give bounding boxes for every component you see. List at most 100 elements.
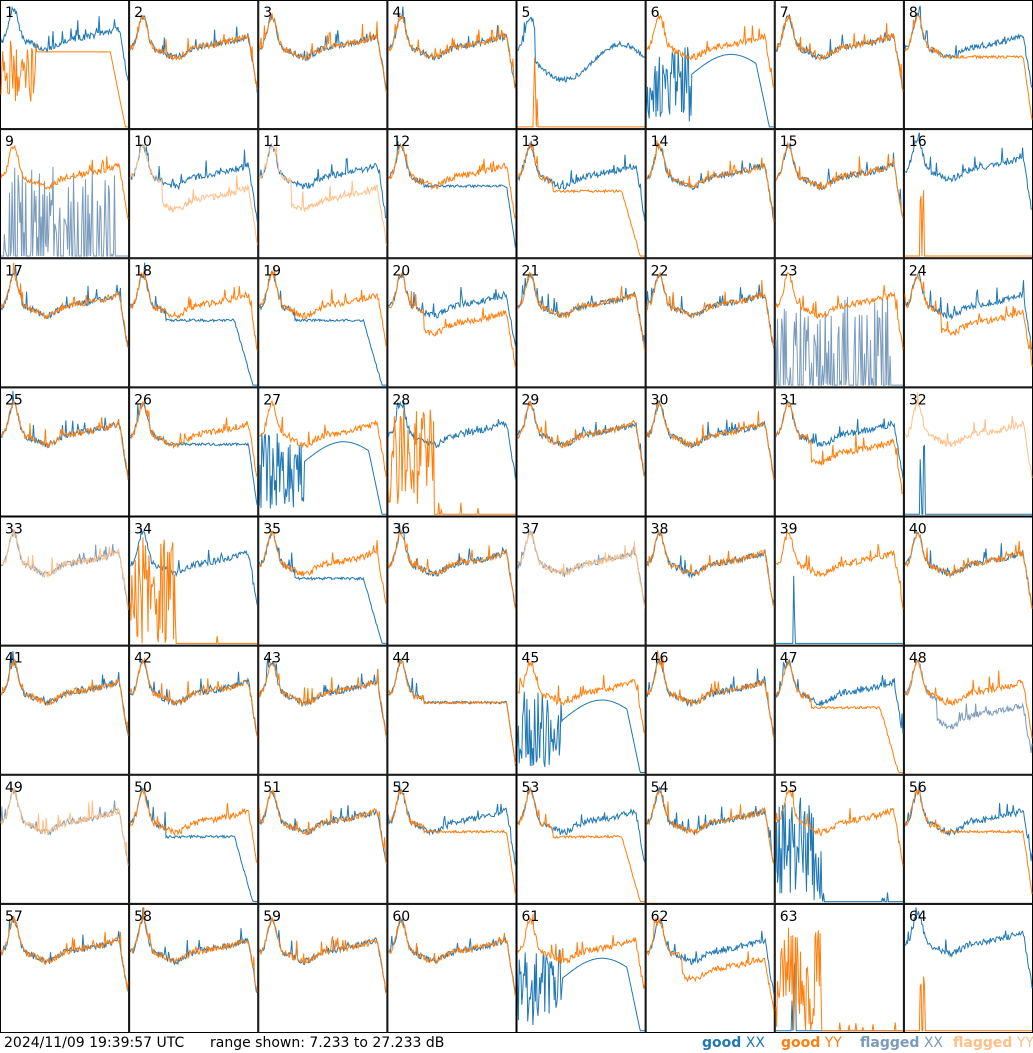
panel-39-xx-line [775,575,903,644]
panel-frame [129,258,259,388]
panel-frame [387,645,517,775]
panel-frame [774,0,904,130]
panel-label: 57 [5,909,23,925]
panel-59: 59 [258,903,388,1033]
panel-31-yy-line [775,401,904,495]
timestamp: 2024/11/09 19:39:57 UTC [4,1035,185,1051]
panel-48-yy-line [904,659,1033,739]
panel-2: 2 [129,0,259,130]
panel-frame [645,0,775,130]
panel-13: 13 [516,129,646,259]
panel-32: 32 [903,387,1033,517]
panel-frame [0,903,130,1033]
panel-17: 17 [0,258,130,388]
panel-30-yy-line [646,400,775,481]
panel-55: 55 [774,774,904,904]
panel-label: 17 [5,263,23,279]
panel-19-yy-line [258,267,387,349]
panel-28-yy-line [387,409,516,515]
panel-22-yy-line [646,272,775,347]
panel-49-yy-line [0,787,129,866]
panel-frame [258,774,388,904]
panel-61-xx-line [517,949,645,1032]
panel-62-yy-line [646,917,775,1011]
panel-label: 61 [522,909,540,925]
panel-label: 43 [263,651,281,667]
panel-frame [258,0,388,130]
panel-label: 54 [651,780,669,796]
panel-frame [387,0,517,130]
panel-26-yy-line [129,401,258,478]
panel-48-xx-line [904,659,1033,753]
panel-frame [258,645,388,775]
panel-11: 11 [258,129,388,259]
panel-label: 21 [522,263,540,279]
panel-label: 28 [392,392,410,408]
panel-frame [129,903,259,1033]
panel-21: 21 [516,258,646,388]
legend-good-xx-word: good [702,1035,742,1051]
panel-frame [903,387,1033,517]
panel-24: 24 [903,258,1033,388]
panel-34: 34 [129,516,259,646]
panel-58: 58 [129,903,259,1033]
panel-54-yy-line [646,789,775,865]
panel-52-xx-line [387,781,516,866]
panel-39: 39 [774,516,904,646]
panel-4-yy-line [387,14,516,89]
panel-label: 8 [909,5,918,21]
panel-14-yy-line [646,139,775,222]
panel-frame [516,258,646,388]
panel-55-yy-line [775,789,904,867]
legend-good-xx: good XX [702,1035,765,1051]
panel-1-yy-line [0,40,129,128]
panel-label: 32 [909,392,927,408]
panel-12: 12 [387,129,517,259]
panel-16-yy-line [904,190,1032,257]
panel-13-xx-line [517,140,646,222]
panel-63: 63 [774,903,904,1033]
panel-label: 58 [134,909,152,925]
panel-53: 53 [516,774,646,904]
panel-label: 14 [651,134,669,150]
panel-20: 20 [387,258,517,388]
panel-9-xx-line [1,166,129,258]
legend-flagged-xx-word: flagged [860,1035,920,1051]
panel-53-xx-line [517,786,646,863]
panel-50-yy-line [129,789,258,864]
panel-frame [645,258,775,388]
panel-label: 55 [780,780,798,796]
panel-44-yy-line [387,659,516,765]
panel-frame [0,258,130,388]
panel-25: 25 [0,387,130,517]
panel-18: 18 [129,258,259,388]
panel-9-yy-line [0,144,129,220]
panel-62-xx-line [646,918,775,995]
panel-label: 47 [780,651,798,667]
panel-label: 37 [522,522,540,538]
panel-28-xx-line [387,400,516,480]
panel-frame [903,0,1033,130]
panel-36: 36 [387,516,517,646]
panel-label: 49 [5,780,23,796]
panel-label: 19 [263,263,281,279]
panel-label: 23 [780,263,798,279]
panel-34-yy-line [129,537,258,644]
panel-label: 33 [5,522,23,538]
panel-label: 1 [5,5,14,21]
panel-label: 24 [909,263,927,279]
panel-17-yy-line [0,262,129,348]
panel-61-yy-line [517,914,646,989]
panel-2-yy-line [129,15,258,90]
panel-45-yy-line [517,660,646,734]
panel-label: 6 [651,5,660,21]
panel-3: 3 [258,0,388,130]
panel-23-xx-line [775,296,903,386]
panel-10-xx-line [129,143,258,222]
panel-36-yy-line [387,529,516,611]
panel-3-yy-line [258,12,387,94]
panel-9: 9 [0,129,130,259]
panel-27-xx-line [258,432,387,515]
panel-58-yy-line [129,907,258,992]
panel-label: 12 [392,134,410,150]
